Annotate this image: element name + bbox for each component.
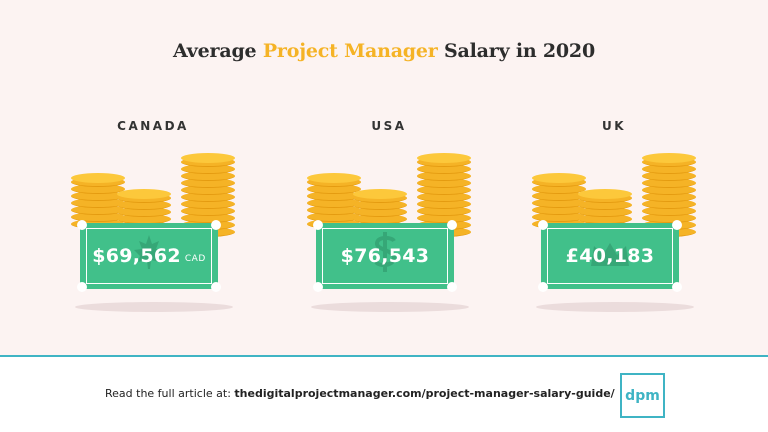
coin [307,191,361,201]
coin [353,200,407,210]
coin [71,198,125,208]
coin [117,207,171,217]
coin [307,212,361,222]
dpm-logo[interactable]: dpm [620,373,665,418]
crown-icon [588,234,632,278]
salary-value: $69,562 [92,245,181,267]
salary-card-uk: £40,183 [516,145,716,345]
coin [71,184,125,194]
page-title: Average Project Manager Salary in 2020 [0,40,768,62]
coin [117,200,171,210]
dollar-sign-icon [370,230,400,282]
salary-bill: $76,543 [313,220,457,292]
title-suffix: Salary in 2020 [437,40,595,62]
coin-top [117,189,171,199]
article-link[interactable]: thedigitalprojectmanager.com/project-man… [234,387,615,400]
coin [71,212,125,222]
coin [181,171,235,181]
coin [181,164,235,174]
salary-bill: £40,183 [538,220,682,292]
coin [642,192,696,202]
salary-card-canada: $69,562 CAD [55,145,255,345]
coin [181,199,235,209]
salary-amount-usa: $76,543 [316,223,454,289]
coin [642,213,696,223]
footer-text: Read the full article at: thedigitalproj… [105,387,615,400]
coin-top [417,153,471,163]
coin [642,185,696,195]
salary-bill: $69,562 CAD [77,220,221,292]
coin [417,178,471,188]
footer-divider [0,355,768,357]
coin-top [353,189,407,199]
title-highlight: Project Manager [262,40,438,62]
coin-top [71,173,125,183]
coin [353,207,407,217]
salary-value: £40,183 [565,245,655,267]
coin [417,164,471,174]
coin [532,198,586,208]
coin-top [578,189,632,199]
coin-top [307,173,361,183]
coin-top [181,153,235,163]
coin [578,200,632,210]
country-label-usa: USA [371,119,407,133]
coin [181,178,235,188]
coin [181,206,235,216]
coin [307,184,361,194]
coin [532,191,586,201]
coin [642,206,696,216]
country-label-uk: UK [601,119,627,133]
footer: Read the full article at: thedigitalproj… [0,357,768,432]
currency-note: CAD [184,253,206,264]
coin [417,192,471,202]
coin [642,171,696,181]
coin [417,213,471,223]
ground-shadow [75,302,233,312]
coin-top [642,153,696,163]
footer-prefix: Read the full article at: [105,387,235,400]
ground-shadow [536,302,694,312]
coin [181,185,235,195]
maple-leaf-icon [129,232,169,280]
salary-card-usa: $76,543 [291,145,491,345]
coin [307,198,361,208]
coin [71,191,125,201]
coin [578,207,632,217]
coin [642,164,696,174]
coin [71,205,125,215]
coin [307,205,361,215]
salary-value: $76,543 [340,245,430,267]
title-prefix: Average [173,40,263,62]
salary-amount-canada: $69,562 CAD [80,223,218,289]
coin [532,212,586,222]
salary-amount-uk: £40,183 [541,223,679,289]
coin [417,199,471,209]
infographic-canvas [0,0,768,355]
coin [181,213,235,223]
coin [417,185,471,195]
coin [417,206,471,216]
country-label-canada: CANADA [117,119,189,133]
coin [532,184,586,194]
coin [417,171,471,181]
coin [642,199,696,209]
ground-shadow [311,302,469,312]
coin-top [532,173,586,183]
coin [642,178,696,188]
coin [532,205,586,215]
coin [181,192,235,202]
